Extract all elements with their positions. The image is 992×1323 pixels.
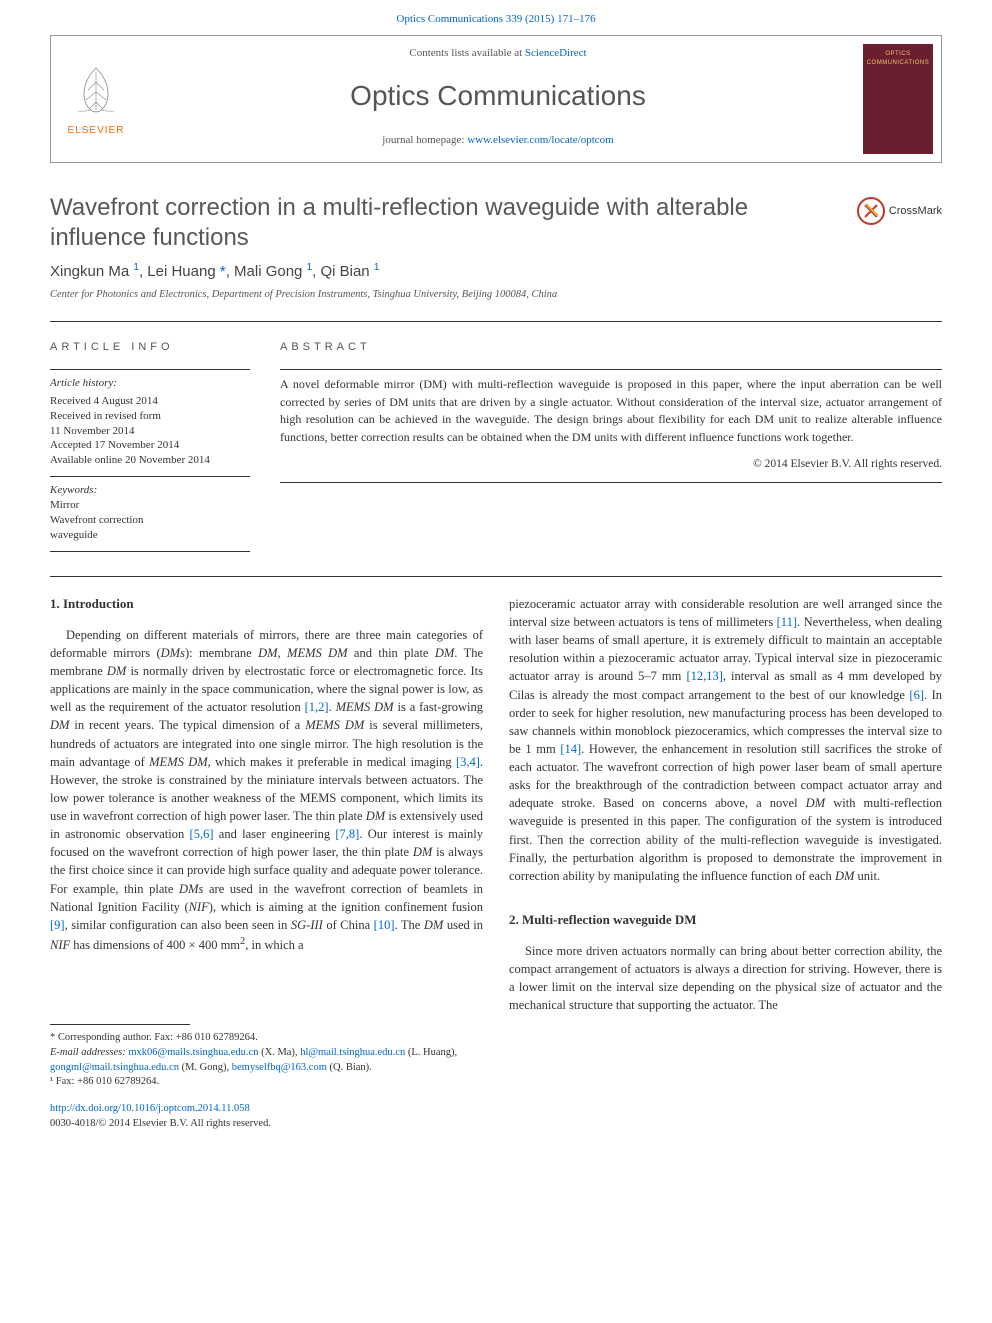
section1-para-left: Depending on different materials of mirr… (50, 626, 483, 954)
info-divider-2 (50, 476, 250, 477)
contents-list: Contents lists available at ScienceDirec… (151, 46, 845, 61)
abstract-label: ABSTRACT (280, 340, 942, 355)
history-item: Received 4 August 2014 (50, 394, 250, 409)
keywords-list: MirrorWavefront correctionwaveguide (50, 498, 250, 543)
doi-block: http://dx.doi.org/10.1016/j.optcom.2014.… (50, 1102, 942, 1131)
abstract-divider (280, 369, 942, 370)
keywords-label: Keywords: (50, 483, 250, 498)
abstract-column: ABSTRACT A novel deformable mirror (DM) … (280, 340, 942, 558)
section2-heading: 2. Multi-reflection waveguide DM (509, 911, 942, 930)
elsevier-label: ELSEVIER (68, 124, 125, 138)
abstract-divider-2 (280, 482, 942, 483)
history-list: Received 4 August 2014Received in revise… (50, 394, 250, 468)
issn-copyright: 0030-4018/© 2014 Elsevier B.V. All right… (50, 1118, 271, 1129)
abstract-copyright: © 2014 Elsevier B.V. All rights reserved… (280, 456, 942, 472)
crossmark-badge[interactable]: CrossMark (857, 197, 942, 225)
keyword-item: Mirror (50, 498, 250, 513)
body-column-left: 1. Introduction Depending on different m… (50, 595, 483, 1016)
header-center: Contents lists available at ScienceDirec… (141, 36, 855, 162)
affiliation: Center for Photonics and Electronics, De… (50, 288, 942, 303)
doi-link[interactable]: http://dx.doi.org/10.1016/j.optcom.2014.… (50, 1103, 250, 1114)
history-label: Article history: (50, 376, 250, 391)
cover-thumb-label: OPTICS COMMUNICATIONS (863, 50, 933, 67)
contents-prefix: Contents lists available at (409, 47, 524, 59)
corresponding-author: * Corresponding author. Fax: +86 010 627… (50, 1031, 470, 1046)
keyword-item: waveguide (50, 528, 250, 543)
info-divider (50, 369, 250, 370)
body-column-right: piezoceramic actuator array with conside… (509, 595, 942, 1016)
homepage-prefix: journal homepage: (382, 134, 467, 146)
section1-para-right: piezoceramic actuator array with conside… (509, 595, 942, 885)
history-item: Accepted 17 November 2014 (50, 438, 250, 453)
homepage-link[interactable]: www.elsevier.com/locate/optcom (467, 134, 614, 146)
journal-citation-top: Optics Communications 339 (2015) 171–176 (0, 0, 992, 35)
journal-name: Optics Communications (151, 76, 845, 115)
journal-header: ELSEVIER Contents lists available at Sci… (50, 35, 942, 163)
history-item: Received in revised form (50, 409, 250, 424)
journal-cover-thumb[interactable]: OPTICS COMMUNICATIONS (863, 44, 933, 154)
email-label: E-mail addresses: (50, 1047, 128, 1058)
journal-homepage: journal homepage: www.elsevier.com/locat… (151, 133, 845, 148)
article-info-label: ARTICLE INFO (50, 340, 250, 355)
article-title: Wavefront correction in a multi-reflecti… (50, 193, 837, 253)
elsevier-logo[interactable]: ELSEVIER (51, 36, 141, 162)
section2-para: Since more driven actuators normally can… (509, 942, 942, 1015)
email-addresses: E-mail addresses: mxk06@mails.tsinghua.e… (50, 1046, 470, 1075)
journal-citation-link[interactable]: Optics Communications 339 (2015) 171–176 (396, 13, 595, 25)
crossmark-label: CrossMark (889, 204, 942, 219)
history-item: 11 November 2014 (50, 424, 250, 439)
sciencedirect-link[interactable]: ScienceDirect (525, 47, 587, 59)
keyword-item: Wavefront correction (50, 513, 250, 528)
history-item: Available online 20 November 2014 (50, 453, 250, 468)
elsevier-tree-icon (66, 60, 126, 120)
footnote-1: ¹ Fax: +86 010 62789264. (50, 1075, 470, 1090)
footnotes: * Corresponding author. Fax: +86 010 627… (50, 1016, 470, 1090)
footnote-divider (50, 1024, 190, 1025)
info-divider-3 (50, 551, 250, 552)
divider-2 (50, 576, 942, 577)
authors-line: Xingkun Ma 1, Lei Huang *, Mali Gong 1, … (50, 261, 942, 282)
section1-heading: 1. Introduction (50, 595, 483, 614)
article-info-column: ARTICLE INFO Article history: Received 4… (50, 340, 250, 558)
abstract-text: A novel deformable mirror (DM) with mult… (280, 376, 942, 446)
crossmark-icon (857, 197, 885, 225)
